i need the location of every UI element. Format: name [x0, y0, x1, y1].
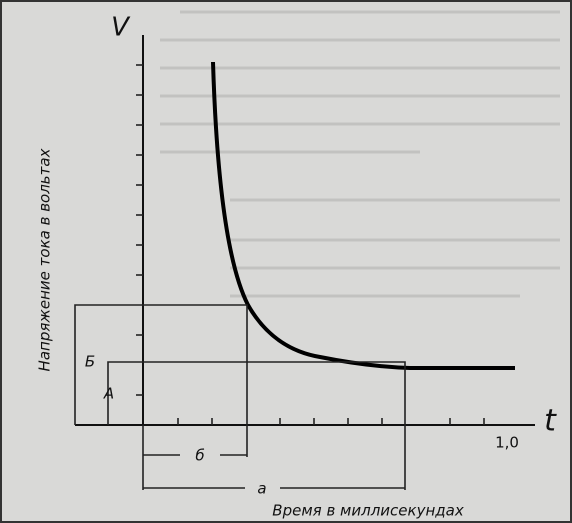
curve [211, 61, 515, 370]
upper-level-lines [74, 304, 248, 457]
lower-level-lines [107, 361, 406, 490]
x-tick-label: 1,0 [495, 434, 519, 452]
lower-level-marker: А [103, 385, 114, 403]
bleed-through-text [160, 10, 560, 298]
short-time-marker: б [195, 447, 204, 465]
x-label: Время в миллисекундах [272, 502, 464, 520]
long-time-marker: а [257, 480, 266, 498]
x-symbol: t [544, 404, 557, 439]
upper-level-marker: Б [85, 353, 95, 371]
x-ticks [177, 418, 485, 425]
y-symbol: V [111, 13, 131, 43]
y-ticks [136, 64, 143, 396]
y-label: Напряжение тока в вольтах [36, 148, 54, 371]
